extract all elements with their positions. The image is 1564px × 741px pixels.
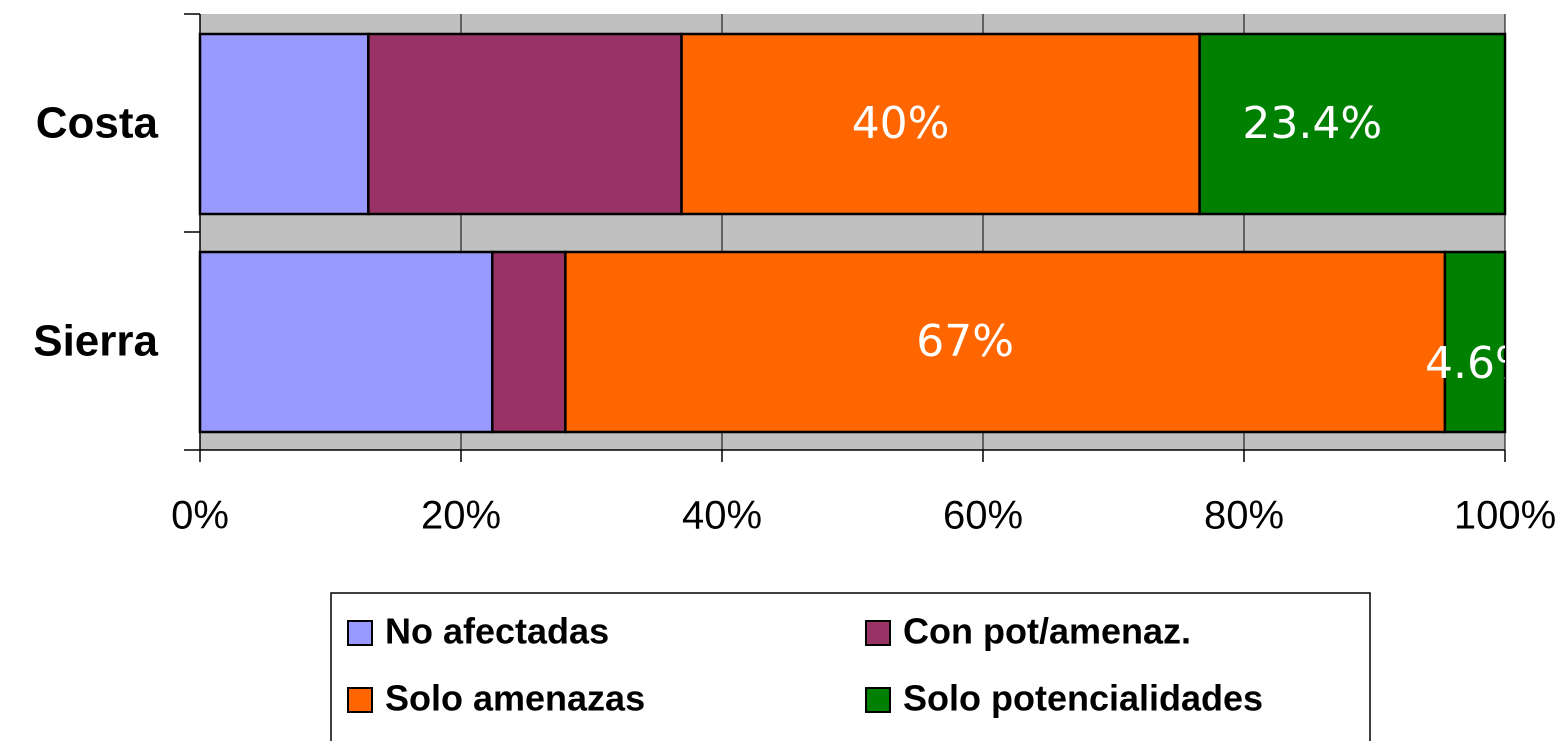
x-tick-label: 40%: [682, 494, 762, 538]
legend-swatch: [347, 620, 373, 646]
bar-segment: [198, 32, 370, 216]
x-tick-label: 80%: [1204, 494, 1284, 538]
legend-swatch: [865, 687, 891, 713]
legend-box: [330, 592, 1371, 741]
legend-swatch: [865, 620, 891, 646]
x-tick-label: 100%: [1454, 494, 1556, 538]
x-tick-label: 20%: [421, 494, 501, 538]
bar-segment: [367, 32, 683, 216]
category-label: Sierra: [33, 317, 158, 366]
x-tick-label: 0%: [171, 494, 229, 538]
legend-label: Solo potencialidades: [903, 678, 1263, 719]
legend-label: No afectadas: [385, 611, 609, 652]
value-label: 40%: [852, 98, 950, 149]
category-label: Costa: [36, 99, 159, 148]
legend-label: Solo amenazas: [385, 678, 645, 719]
value-label: 67%: [916, 316, 1014, 367]
bar-segment: [198, 250, 494, 434]
value-label: 23.4%: [1242, 98, 1382, 149]
legend-swatch: [347, 687, 373, 713]
bar-segment: [564, 250, 1447, 434]
legend-label: Con pot/amenaz.: [903, 611, 1191, 652]
bar-segment: [1443, 250, 1507, 434]
bar-segment: [491, 250, 567, 434]
x-tick-label: 60%: [943, 494, 1023, 538]
value-label: 4.6%: [1425, 338, 1537, 389]
bar-segment: [1198, 32, 1507, 216]
